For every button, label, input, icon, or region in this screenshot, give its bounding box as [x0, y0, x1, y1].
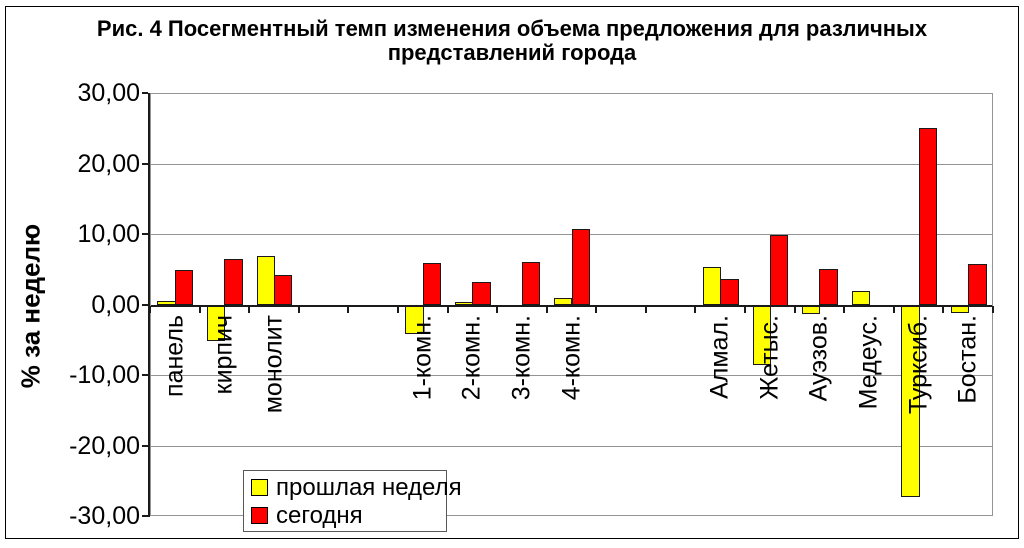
gridline [151, 445, 992, 447]
x-axis-tick [347, 305, 350, 313]
legend-swatch [251, 506, 268, 524]
category-label: 2-комн. [457, 314, 486, 400]
x-axis-tick [992, 305, 994, 313]
category-label: панель [160, 314, 189, 397]
y-axis-tick [142, 444, 148, 447]
x-axis-tick [694, 305, 697, 313]
x-axis-tick [892, 305, 895, 313]
legend-item: прошлая неделя [251, 475, 462, 500]
bar-today [174, 269, 194, 306]
bar-today [571, 229, 590, 306]
x-axis-tick [297, 305, 300, 313]
bar-last-week [950, 305, 970, 313]
category-label: Турксиб. [904, 314, 933, 414]
category-label: 4-комн. [557, 314, 585, 400]
y-axis-line [148, 93, 150, 517]
x-axis-tick [595, 305, 598, 313]
category-label: Медеус. [854, 314, 883, 409]
chart-title: Рис. 4 Посегментный темп изменения объем… [0, 17, 1024, 65]
bar-today [422, 263, 442, 306]
y-tick-label: 0,00 [91, 290, 140, 319]
x-axis-tick [793, 305, 796, 313]
y-tick-label: -30,00 [69, 502, 140, 530]
bar-last-week [256, 256, 275, 306]
bar-today [720, 278, 739, 306]
x-axis-tick [744, 305, 747, 313]
x-axis-tick [644, 305, 647, 313]
x-axis-tick [545, 305, 548, 313]
bar-today [819, 268, 838, 306]
legend: прошлая неделя сегодня [243, 470, 462, 532]
bar-today [521, 261, 541, 306]
figure-border [5, 6, 1019, 539]
bar-last-week [802, 305, 821, 314]
legend-item: сегодня [251, 503, 446, 528]
y-axis-tick [142, 374, 148, 376]
y-tick-label: -10,00 [69, 361, 140, 389]
y-tick-label: 10,00 [77, 220, 140, 248]
x-axis-tick [248, 305, 251, 313]
category-label: Ауэзов. [804, 314, 833, 401]
x-axis-tick [198, 305, 201, 313]
bar-today [968, 263, 987, 306]
chart-title-line-2: представлений города [387, 40, 637, 65]
y-axis-tick [142, 162, 148, 165]
chart-title-line-1: Рис. 4 Посегментный темп изменения объем… [96, 16, 928, 41]
y-tick-label: 30,00 [77, 79, 140, 107]
x-axis-tick [396, 305, 399, 313]
category-label: Алмал. [705, 314, 734, 399]
bar-today [918, 127, 937, 306]
bar-last-week [851, 291, 871, 306]
plot-area [150, 93, 993, 516]
x-axis-tick [446, 305, 449, 313]
category-label: Жетыс. [755, 314, 784, 400]
y-axis-tick [142, 303, 148, 306]
y-axis-tick [142, 233, 148, 235]
category-label: монолит [259, 314, 288, 413]
y-tick-label: 20,00 [77, 149, 140, 178]
category-label: 3-комн. [507, 314, 536, 400]
y-axis-tick [142, 92, 148, 94]
gridline [151, 375, 992, 376]
gridline [151, 163, 992, 165]
bar-today [472, 281, 491, 306]
category-label: кирпич [209, 314, 238, 394]
bar-last-week [702, 266, 722, 306]
bar-today [769, 235, 789, 306]
x-axis-zero-line [151, 304, 992, 307]
bar-today [224, 258, 243, 306]
bar-today [273, 275, 293, 306]
legend-swatch [251, 478, 268, 496]
legend-label: сегодня [276, 501, 363, 529]
y-tick-label: -20,00 [69, 431, 140, 460]
x-axis-tick [149, 305, 151, 313]
category-label: Бостан. [953, 314, 982, 404]
y-axis-tick [142, 515, 148, 517]
category-label: 1-комн. [408, 314, 437, 400]
x-axis-tick [843, 305, 846, 313]
x-axis-tick [942, 305, 945, 313]
legend-label: прошлая неделя [276, 473, 462, 501]
x-axis-tick [496, 305, 499, 313]
